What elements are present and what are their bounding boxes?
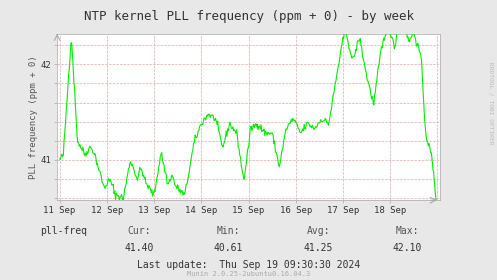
Text: 40.61: 40.61 [214,243,244,253]
Text: Cur:: Cur: [127,226,151,236]
Text: Min:: Min: [217,226,241,236]
Text: Last update:  Thu Sep 19 09:30:30 2024: Last update: Thu Sep 19 09:30:30 2024 [137,260,360,270]
Text: Max:: Max: [396,226,419,236]
Text: Munin 2.0.25-2ubuntu0.16.04.3: Munin 2.0.25-2ubuntu0.16.04.3 [187,271,310,277]
Text: RRDTOOL / TOBI OETIKER: RRDTOOL / TOBI OETIKER [489,62,494,145]
Text: Avg:: Avg: [306,226,330,236]
Y-axis label: PLL frequency (ppm + 0): PLL frequency (ppm + 0) [29,55,38,179]
Text: 41.40: 41.40 [124,243,154,253]
Text: 41.25: 41.25 [303,243,333,253]
Text: NTP kernel PLL frequency (ppm + 0) - by week: NTP kernel PLL frequency (ppm + 0) - by … [83,10,414,23]
Text: pll-freq: pll-freq [40,226,87,236]
Text: 42.10: 42.10 [393,243,422,253]
